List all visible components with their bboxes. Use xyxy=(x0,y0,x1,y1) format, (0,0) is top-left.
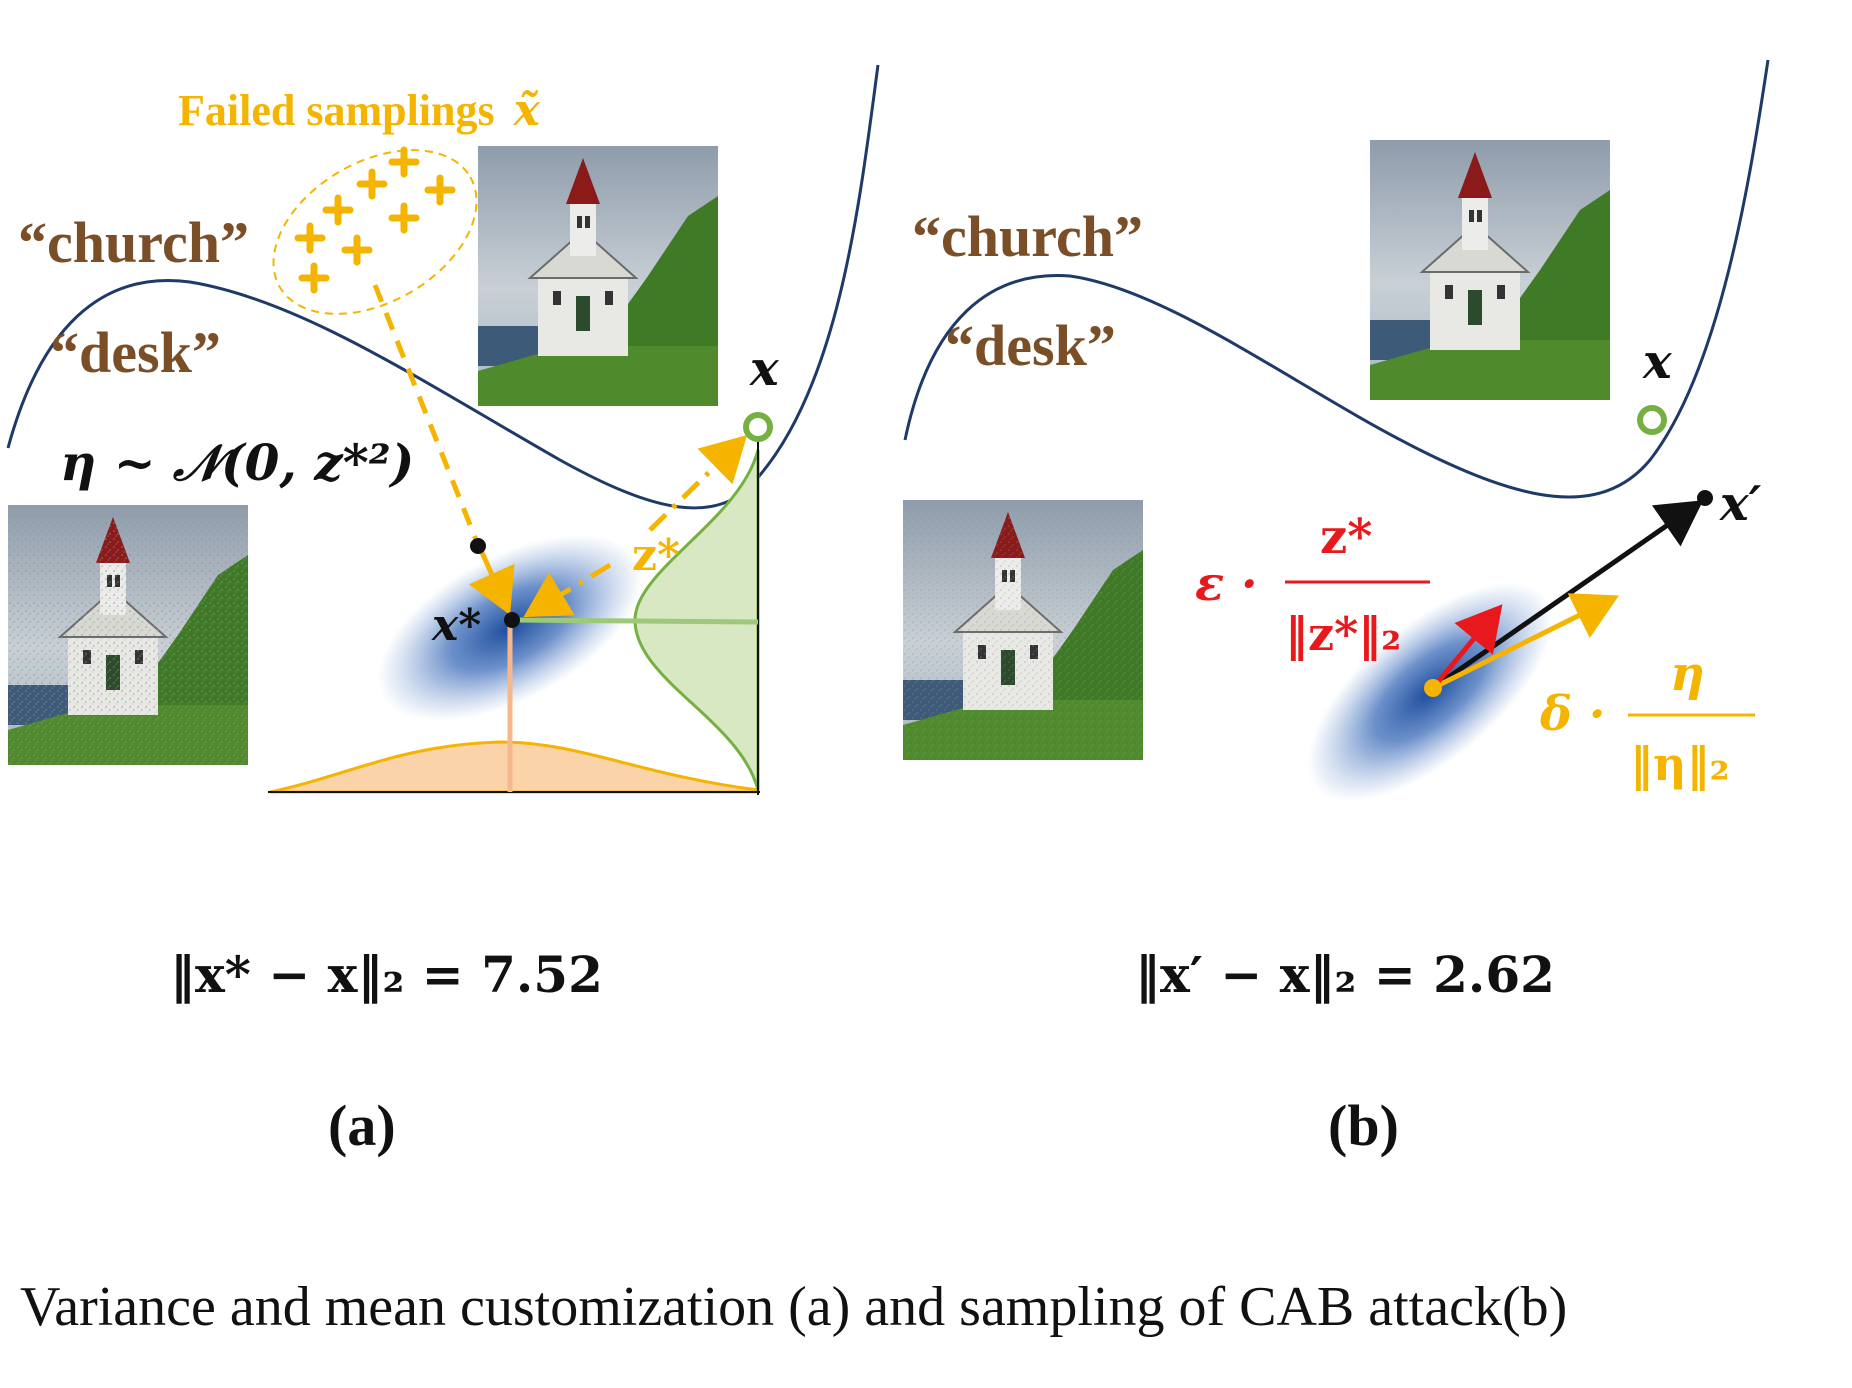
x-label-b: x xyxy=(1642,334,1673,390)
noisy-church-image-b xyxy=(902,499,1144,761)
clean-church-image-b xyxy=(1369,139,1611,401)
distance-lhs-b: ‖x′ − x‖₂ = xyxy=(1135,945,1416,1004)
figure-caption: Variance and mean customization (a) and … xyxy=(20,1276,1568,1338)
panel-label-b: (b) xyxy=(1328,1093,1399,1158)
zstar-norm-denominator: ‖z*‖₂ xyxy=(1285,607,1401,661)
xprime-label: x′ xyxy=(1719,476,1762,532)
panel-b: “church” “desk” x x′ ε · z* ‖z*‖₂ δ · η … xyxy=(902,59,1770,802)
decision-boundary-b xyxy=(903,59,1770,499)
xstar-point xyxy=(504,612,520,628)
distance-value-a: 7.52 xyxy=(481,945,603,1004)
projection-y-line xyxy=(511,617,759,625)
x-original-point-a xyxy=(743,412,773,442)
origin-point-b xyxy=(1424,679,1442,697)
panel-a: Failed samplings x̃ “church” “desk” x x*… xyxy=(6,64,880,795)
sample-to-xstar-arrow xyxy=(468,546,515,616)
eta-norm-denominator: ‖η‖₂ xyxy=(1630,737,1730,791)
distance-lhs-a: ‖x* − x‖₂ = xyxy=(170,945,464,1004)
church-label-b: “church” xyxy=(912,204,1143,269)
failed-to-sample-arrow xyxy=(372,284,481,546)
distance-equation-a: ‖x* − x‖₂ = 7.52 xyxy=(170,945,603,1004)
zstar-direction-arrow xyxy=(1431,604,1503,690)
xprime-point xyxy=(1697,490,1713,506)
intermediate-point xyxy=(470,538,486,554)
zstar-numerator: z* xyxy=(1320,509,1372,565)
desk-label-b: “desk” xyxy=(945,313,1116,378)
desk-label-a: “desk” xyxy=(50,320,221,385)
distance-equation-b: ‖x′ − x‖₂ = 2.62 xyxy=(1135,945,1555,1004)
epsilon-coefficient: ε · xyxy=(1195,556,1258,612)
distance-value-b: 2.62 xyxy=(1433,945,1555,1004)
eta-distribution-label: η ~ 𝒩(0, z*²) xyxy=(60,433,414,492)
failed-sampling-marks xyxy=(294,146,456,294)
eta-numerator: η xyxy=(1670,646,1705,702)
xprime-arrow xyxy=(1431,500,1704,691)
delta-coefficient: δ · xyxy=(1539,686,1605,742)
zstar-arrow-up xyxy=(648,435,748,532)
x-label-a: x xyxy=(749,341,780,397)
eta-direction-arrow xyxy=(1431,593,1619,691)
x-original-point-b xyxy=(1637,405,1667,435)
decision-boundary-a xyxy=(6,64,880,510)
clean-church-image-a xyxy=(477,145,719,407)
marginal-x-distribution xyxy=(269,740,760,794)
church-label-a: “church” xyxy=(18,210,249,275)
failed-samplings-region xyxy=(272,149,478,315)
noisy-church-image-a xyxy=(7,504,249,766)
failed-samplings-label: Failed samplings x̃ xyxy=(178,85,541,136)
zstar-label-a: z* xyxy=(632,530,680,581)
zstar-arrow-down xyxy=(523,562,612,618)
panel-label-a: (a) xyxy=(328,1093,396,1158)
xstar-label: x* xyxy=(431,600,481,651)
